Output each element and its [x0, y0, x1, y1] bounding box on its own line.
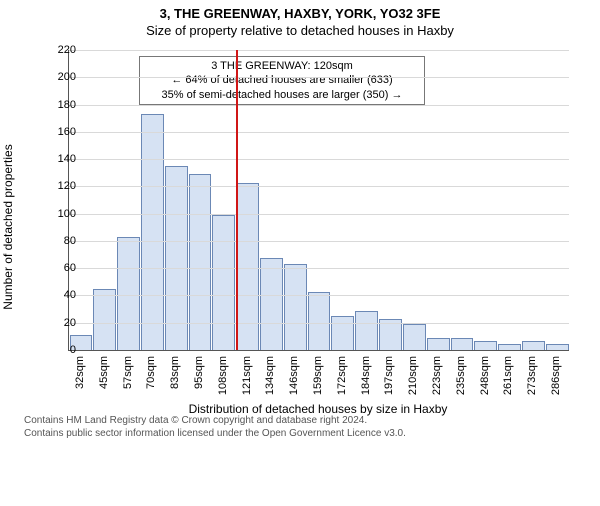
gridline: [69, 323, 569, 324]
x-tick-label: 184sqm: [360, 356, 372, 395]
y-tick-label: 0: [46, 344, 76, 356]
chart-title-2: Size of property relative to detached ho…: [0, 23, 600, 38]
x-tick-label: 172sqm: [336, 356, 348, 395]
x-tick-label: 146sqm: [288, 356, 300, 395]
bar: [117, 237, 140, 350]
y-tick-label: 40: [46, 289, 76, 301]
bar: [212, 215, 235, 350]
gridline: [69, 77, 569, 78]
y-tick-label: 20: [46, 317, 76, 329]
y-tick-label: 180: [46, 99, 76, 111]
x-tick-label: 32sqm: [74, 356, 86, 389]
y-tick-label: 200: [46, 71, 76, 83]
reference-line: [236, 50, 238, 350]
y-tick-label: 140: [46, 153, 76, 165]
x-tick-label: 83sqm: [169, 356, 181, 389]
gridline: [69, 268, 569, 269]
bar: [498, 344, 521, 350]
annotation-line: 3 THE GREENWAY: 120sqm: [146, 59, 418, 73]
x-tick-label: 45sqm: [98, 356, 110, 389]
gridline: [69, 186, 569, 187]
y-tick-label: 100: [46, 208, 76, 220]
footer-attribution: Contains HM Land Registry data © Crown c…: [24, 414, 600, 440]
plot-region: 3 THE GREENWAY: 120sqm← 64% of detached …: [68, 50, 569, 351]
bar: [427, 338, 450, 350]
bar: [546, 344, 569, 350]
bar: [522, 341, 545, 350]
bar: [355, 311, 378, 350]
x-tick-label: 95sqm: [193, 356, 205, 389]
annotation-line: 35% of semi-detached houses are larger (…: [146, 88, 418, 102]
bar: [451, 338, 474, 350]
x-tick-label: 121sqm: [241, 356, 253, 395]
bar: [260, 258, 283, 350]
y-tick-label: 220: [46, 44, 76, 56]
gridline: [69, 295, 569, 296]
x-tick-label: 159sqm: [312, 356, 324, 395]
x-tick-label: 134sqm: [264, 356, 276, 395]
chart-area: Number of detached properties 3 THE GREE…: [20, 42, 580, 412]
x-tick-label: 286sqm: [550, 356, 562, 395]
x-tick-label: 261sqm: [502, 356, 514, 395]
x-tick-label: 235sqm: [455, 356, 467, 395]
footer-line-2: Contains public sector information licen…: [24, 427, 600, 440]
bar: [141, 114, 164, 350]
x-axis-label: Distribution of detached houses by size …: [68, 402, 568, 416]
bar: [308, 292, 331, 350]
x-tick-label: 57sqm: [122, 356, 134, 389]
bar: [93, 289, 116, 350]
gridline: [69, 105, 569, 106]
y-tick-label: 60: [46, 262, 76, 274]
gridline: [69, 50, 569, 51]
bar: [474, 341, 497, 350]
gridline: [69, 241, 569, 242]
x-tick-label: 248sqm: [479, 356, 491, 395]
x-tick-label: 273sqm: [526, 356, 538, 395]
x-tick-label: 223sqm: [431, 356, 443, 395]
bar: [236, 183, 259, 350]
annotation-line: ← 64% of detached houses are smaller (63…: [146, 73, 418, 87]
y-axis-label: Number of detached properties: [1, 144, 15, 309]
gridline: [69, 214, 569, 215]
bar: [284, 264, 307, 350]
y-tick-label: 80: [46, 235, 76, 247]
y-tick-label: 120: [46, 180, 76, 192]
gridline: [69, 159, 569, 160]
x-tick-label: 210sqm: [407, 356, 419, 395]
gridline: [69, 132, 569, 133]
x-tick-label: 108sqm: [217, 356, 229, 395]
bar: [331, 316, 354, 350]
y-tick-label: 160: [46, 126, 76, 138]
chart-title-1: 3, THE GREENWAY, HAXBY, YORK, YO32 3FE: [0, 6, 600, 21]
x-tick-label: 70sqm: [145, 356, 157, 389]
bar: [403, 324, 426, 350]
x-tick-label: 197sqm: [383, 356, 395, 395]
annotation-box: 3 THE GREENWAY: 120sqm← 64% of detached …: [139, 56, 425, 105]
